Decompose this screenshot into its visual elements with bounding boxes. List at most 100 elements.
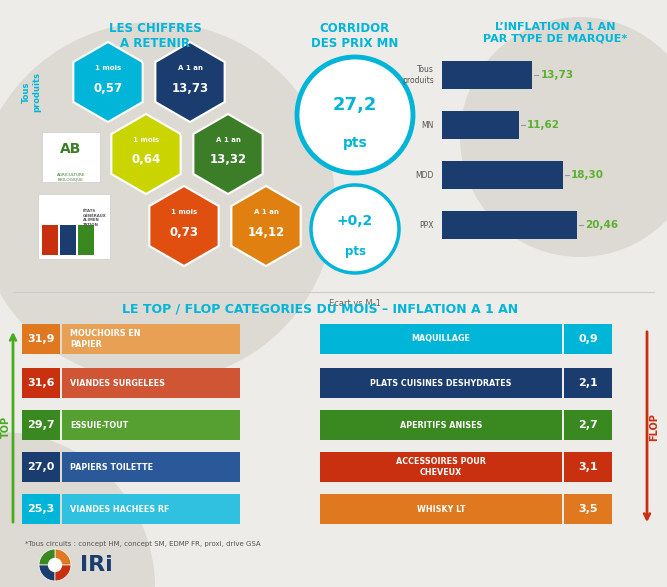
FancyBboxPatch shape <box>442 161 562 189</box>
FancyBboxPatch shape <box>442 61 532 89</box>
Text: LE TOP / FLOP CATEGORIES DU MOIS – INFLATION A 1 AN: LE TOP / FLOP CATEGORIES DU MOIS – INFLA… <box>122 302 518 315</box>
Text: A 1 an: A 1 an <box>253 209 278 215</box>
Text: WHISKY LT: WHISKY LT <box>417 504 466 514</box>
Text: 13,73: 13,73 <box>540 70 574 80</box>
Text: MAQUILLAGE: MAQUILLAGE <box>412 335 470 343</box>
Text: APERITIFS ANISES: APERITIFS ANISES <box>400 420 482 430</box>
Polygon shape <box>111 114 181 194</box>
FancyBboxPatch shape <box>320 324 562 354</box>
Circle shape <box>311 185 399 273</box>
Text: Ecart vs M-1: Ecart vs M-1 <box>329 299 381 309</box>
Wedge shape <box>55 549 71 565</box>
Text: 3,1: 3,1 <box>578 462 598 472</box>
FancyBboxPatch shape <box>320 494 562 524</box>
Text: pts: pts <box>344 245 366 258</box>
Text: 27,0: 27,0 <box>27 462 55 472</box>
Polygon shape <box>231 186 301 266</box>
Circle shape <box>0 22 335 382</box>
Text: 25,3: 25,3 <box>27 504 55 514</box>
Text: Tous
produits: Tous produits <box>22 72 42 112</box>
Text: pts: pts <box>343 136 368 150</box>
FancyBboxPatch shape <box>22 410 60 440</box>
FancyBboxPatch shape <box>42 132 100 182</box>
Text: L’INFLATION A 1 AN
PAR TYPE DE MARQUE*: L’INFLATION A 1 AN PAR TYPE DE MARQUE* <box>483 22 627 43</box>
FancyBboxPatch shape <box>564 368 612 398</box>
FancyBboxPatch shape <box>42 225 58 255</box>
Text: 31,6: 31,6 <box>27 378 55 388</box>
FancyBboxPatch shape <box>22 494 60 524</box>
Text: VIANDES HACHEES RF: VIANDES HACHEES RF <box>70 504 169 514</box>
Text: 13,32: 13,32 <box>209 153 247 167</box>
FancyBboxPatch shape <box>320 410 562 440</box>
FancyBboxPatch shape <box>22 324 60 354</box>
Text: 13,73: 13,73 <box>171 82 209 95</box>
Text: 1 mois: 1 mois <box>133 137 159 143</box>
Text: *Tous circuits : concept HM, concept SM, EDMP FR, proxi, drive GSA: *Tous circuits : concept HM, concept SM,… <box>25 541 261 547</box>
Circle shape <box>0 432 155 587</box>
Text: PAPIERS TOILETTE: PAPIERS TOILETTE <box>70 463 153 471</box>
FancyBboxPatch shape <box>22 452 60 482</box>
Text: 20,46: 20,46 <box>585 220 618 230</box>
Text: 0,9: 0,9 <box>578 334 598 344</box>
FancyBboxPatch shape <box>78 225 94 255</box>
FancyBboxPatch shape <box>320 452 562 482</box>
Text: MOUCHOIRS EN
PAPIER: MOUCHOIRS EN PAPIER <box>70 329 141 349</box>
FancyBboxPatch shape <box>38 194 110 259</box>
Text: ÉTATS
GÉNÉRAUX
ALIMEN
TATION: ÉTATS GÉNÉRAUX ALIMEN TATION <box>83 209 107 227</box>
FancyBboxPatch shape <box>564 452 612 482</box>
Text: 0,57: 0,57 <box>93 82 123 95</box>
FancyBboxPatch shape <box>60 225 76 255</box>
Text: MN: MN <box>422 120 434 130</box>
Text: MDD: MDD <box>416 170 434 180</box>
FancyBboxPatch shape <box>62 368 240 398</box>
FancyBboxPatch shape <box>62 494 240 524</box>
Text: A 1 an: A 1 an <box>177 65 203 71</box>
Text: 1 mois: 1 mois <box>95 65 121 71</box>
Text: CORRIDOR
DES PRIX MN: CORRIDOR DES PRIX MN <box>311 22 399 50</box>
Text: 2,7: 2,7 <box>578 420 598 430</box>
Polygon shape <box>149 186 219 266</box>
Circle shape <box>297 57 413 173</box>
FancyBboxPatch shape <box>62 324 240 354</box>
Text: 0,64: 0,64 <box>131 153 161 167</box>
FancyBboxPatch shape <box>564 410 612 440</box>
Text: 0,73: 0,73 <box>169 225 199 238</box>
Text: VIANDES SURGELEES: VIANDES SURGELEES <box>70 379 165 387</box>
Text: +0,2: +0,2 <box>337 214 373 228</box>
Text: 1 mois: 1 mois <box>171 209 197 215</box>
FancyBboxPatch shape <box>22 368 60 398</box>
FancyBboxPatch shape <box>442 211 577 239</box>
Wedge shape <box>39 549 55 565</box>
Circle shape <box>48 558 62 572</box>
FancyBboxPatch shape <box>320 368 562 398</box>
FancyBboxPatch shape <box>62 410 240 440</box>
Text: FLOP: FLOP <box>649 413 659 441</box>
Text: IRi: IRi <box>80 555 113 575</box>
Text: AGRICULTURE
BIOLOGIQUE: AGRICULTURE BIOLOGIQUE <box>57 173 85 181</box>
Text: PLATS CUISINES DESHYDRATES: PLATS CUISINES DESHYDRATES <box>370 379 512 387</box>
Text: 18,30: 18,30 <box>570 170 604 180</box>
Text: 14,12: 14,12 <box>247 225 285 238</box>
Text: ACCESSOIRES POUR
CHEVEUX: ACCESSOIRES POUR CHEVEUX <box>396 457 486 477</box>
Text: A 1 an: A 1 an <box>215 137 240 143</box>
Text: 29,7: 29,7 <box>27 420 55 430</box>
Text: LES CHIFFRES
A RETENIR: LES CHIFFRES A RETENIR <box>109 22 201 50</box>
Text: TOP: TOP <box>1 416 11 438</box>
FancyBboxPatch shape <box>564 324 612 354</box>
FancyBboxPatch shape <box>442 111 518 139</box>
Circle shape <box>460 17 667 257</box>
Text: 3,5: 3,5 <box>578 504 598 514</box>
Wedge shape <box>39 565 55 581</box>
Text: 31,9: 31,9 <box>27 334 55 344</box>
FancyBboxPatch shape <box>564 494 612 524</box>
Polygon shape <box>155 42 225 122</box>
Polygon shape <box>73 42 143 122</box>
FancyBboxPatch shape <box>62 452 240 482</box>
Text: Tous
produits: Tous produits <box>402 65 434 85</box>
Text: 27,2: 27,2 <box>333 96 377 114</box>
Wedge shape <box>55 565 71 581</box>
Polygon shape <box>193 114 263 194</box>
Text: AB: AB <box>60 142 81 156</box>
Text: 11,62: 11,62 <box>526 120 560 130</box>
Text: PPX: PPX <box>420 221 434 230</box>
